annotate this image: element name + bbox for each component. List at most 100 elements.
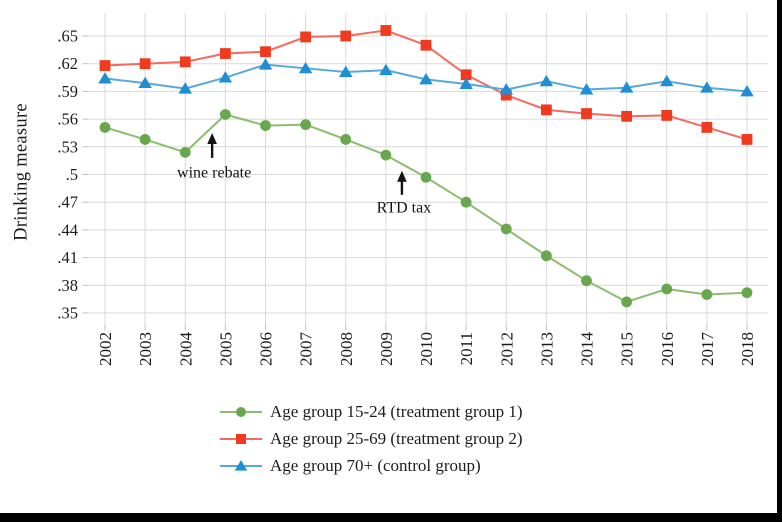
data-point: [379, 63, 393, 76]
grid-lines: [82, 13, 768, 331]
x-tick-label: 2005: [216, 332, 235, 366]
x-tick-label: 2004: [176, 332, 195, 367]
up-arrow-icon: [207, 132, 217, 144]
legend-label: Age group 70+ (control group): [270, 455, 481, 475]
data-point: [179, 146, 191, 158]
data-point: [300, 31, 312, 43]
legend: Age group 15-24 (treatment group 1) Age …: [219, 398, 523, 479]
x-tick-label: 2018: [738, 332, 757, 366]
data-point: [460, 196, 472, 208]
data-point: [741, 134, 753, 145]
data-point: [540, 250, 552, 262]
y-tick-label: .5: [66, 165, 78, 184]
x-tick-label: 2006: [257, 332, 276, 366]
y-tick-label: .35: [57, 303, 78, 322]
x-tick-label: 2007: [297, 332, 316, 367]
legend-label: Age group 25-69 (treatment group 2): [270, 428, 523, 448]
x-tick-label: 2013: [537, 332, 556, 366]
data-point: [701, 122, 713, 133]
x-tick-label: 2012: [497, 332, 516, 366]
data-point: [460, 69, 472, 81]
chart-canvas: 2002 2003 2004 2005 2006 2007 2008 2009 2010 2011…: [0, 0, 777, 513]
line-chart: 2002 2003 2004 2005 2006 2007 2008 2009 2010 2011…: [57, 13, 768, 367]
data-point: [179, 56, 191, 68]
x-tick-label: 2011: [457, 332, 476, 365]
data-point: [339, 65, 353, 77]
red-square-legend-icon: [220, 433, 262, 444]
x-tick-label: 2017: [698, 332, 717, 367]
data-point: [420, 39, 432, 51]
data-point: [219, 48, 231, 59]
data-point: [579, 83, 594, 95]
data-point: [258, 58, 273, 70]
data-point: [298, 61, 313, 74]
y-tick-label: .62: [57, 54, 78, 73]
data-point: [621, 110, 633, 122]
data-point: [139, 134, 151, 145]
x-tick-label: 2010: [417, 332, 436, 366]
data-point: [661, 283, 673, 295]
data-point: [661, 110, 673, 121]
y-tick-label: .65: [57, 27, 78, 46]
data-point: [260, 120, 271, 131]
x-tick-label: 2016: [658, 332, 677, 366]
data-point: [459, 77, 473, 89]
y-tick-label: .56: [57, 110, 78, 129]
data-point: [540, 104, 552, 116]
legend-item-age-15-24: Age group 15-24 (treatment group 1): [219, 398, 523, 425]
data-point: [219, 109, 231, 120]
up-arrow-icon: [397, 170, 407, 182]
data-point: [499, 83, 513, 95]
y-tick-label: .41: [57, 248, 78, 267]
data-point: [420, 171, 432, 183]
y-tick-label: .44: [57, 220, 78, 239]
data-point: [740, 85, 754, 97]
data-point: [539, 74, 554, 87]
data-point: [260, 46, 271, 58]
axis-tick-labels: 2002 2003 2004 2005 2006 2007 2008 2009 2010 2011…: [57, 27, 757, 367]
data-point: [419, 73, 433, 85]
data-point: [99, 122, 111, 133]
x-tick-label: 2008: [337, 332, 356, 366]
data-point: [619, 81, 634, 93]
data-point: [300, 119, 312, 131]
data-series: [98, 25, 754, 308]
data-point: [380, 25, 392, 36]
x-tick-label: 2003: [136, 332, 155, 366]
data-point: [581, 275, 592, 287]
data-point: [218, 71, 233, 83]
annotation-label: RTD tax: [377, 199, 432, 216]
data-point: [234, 459, 248, 471]
annotations: wine rebate RTD tax: [177, 132, 432, 216]
data-point: [380, 149, 392, 161]
annotation-label: wine rebate: [177, 164, 251, 181]
y-tick-label: .47: [57, 193, 78, 212]
data-point: [741, 287, 753, 299]
data-point: [500, 223, 512, 235]
x-tick-label: 2014: [578, 332, 597, 367]
x-tick-label: 2002: [96, 332, 115, 366]
legend-item-age-25-69: Age group 25-69 (treatment group 2): [219, 425, 523, 452]
y-tick-label: .53: [57, 137, 78, 156]
x-tick-label: 2015: [618, 332, 637, 366]
data-point: [236, 406, 246, 417]
green-circle-legend-icon: [220, 406, 262, 417]
blue-triangle-legend-icon: [220, 459, 262, 471]
data-point: [700, 81, 714, 93]
data-point: [660, 74, 674, 87]
data-point: [139, 58, 151, 70]
legend-item-age-70plus: Age group 70+ (control group): [219, 452, 523, 479]
y-axis-title: Drinking measure: [11, 103, 32, 241]
x-tick-label: 2009: [377, 332, 396, 366]
data-point: [236, 433, 246, 444]
data-point: [98, 72, 112, 84]
data-point: [99, 60, 111, 71]
y-tick-label: .38: [57, 276, 78, 295]
data-point: [340, 30, 352, 42]
legend-label: Age group 15-24 (treatment group 1): [270, 401, 523, 421]
y-tick-label: .59: [57, 82, 78, 101]
data-point: [340, 134, 352, 145]
data-point: [500, 89, 512, 101]
data-point: [581, 108, 592, 119]
